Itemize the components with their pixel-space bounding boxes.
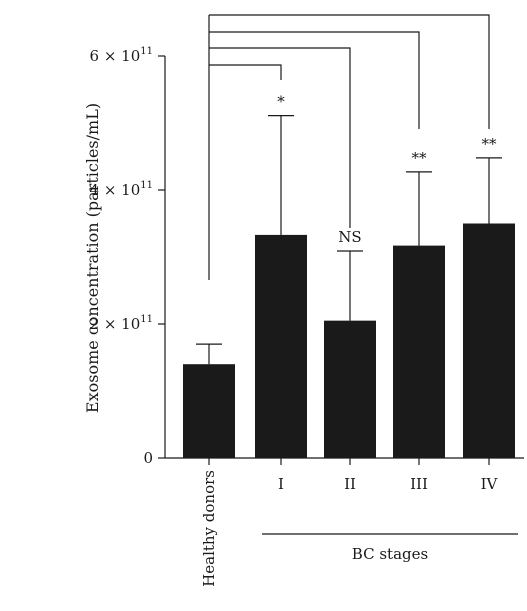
- comparison-bracket-3: [209, 31, 420, 129]
- y-tick-label-3: 6 × 1011: [90, 46, 153, 65]
- significance-label-1: *: [277, 93, 285, 111]
- x-tick-label-3: III: [410, 475, 428, 493]
- x-tick-label-0: Healthy donors: [200, 470, 218, 587]
- axes: [158, 55, 524, 535]
- x-tick-label-4: IV: [481, 475, 499, 493]
- y-tick-label-0: 0: [143, 449, 153, 467]
- bar-4: [463, 223, 515, 458]
- comparison-bracket-2: [209, 47, 351, 228]
- y-tick-label-2: 4 × 1011: [90, 180, 153, 199]
- significance-label-3: **: [412, 149, 428, 167]
- bar-2: [324, 320, 376, 458]
- comparison-bracket-1: [209, 64, 282, 80]
- significance-label-4: **: [482, 135, 498, 153]
- comparison-brackets: [208, 14, 490, 280]
- bar-1: [255, 234, 307, 458]
- x-tick-label-1: I: [278, 475, 284, 493]
- bars: [183, 115, 515, 458]
- group-label-bc-stages: BC stages: [352, 545, 428, 563]
- labels: 0 2 × 1011 4 × 1011 6 × 1011 Healthy donors I…: [90, 46, 499, 587]
- comparison-bracket-4: [209, 14, 490, 129]
- bar-3: [393, 245, 445, 458]
- y-axis-title: Exosome concentration (particles/mL): [83, 103, 102, 413]
- y-tick-label-1: 2 × 1011: [90, 314, 153, 333]
- significance-label-2: NS: [338, 228, 361, 246]
- bar-0: [183, 364, 235, 458]
- x-tick-label-2: II: [344, 475, 356, 493]
